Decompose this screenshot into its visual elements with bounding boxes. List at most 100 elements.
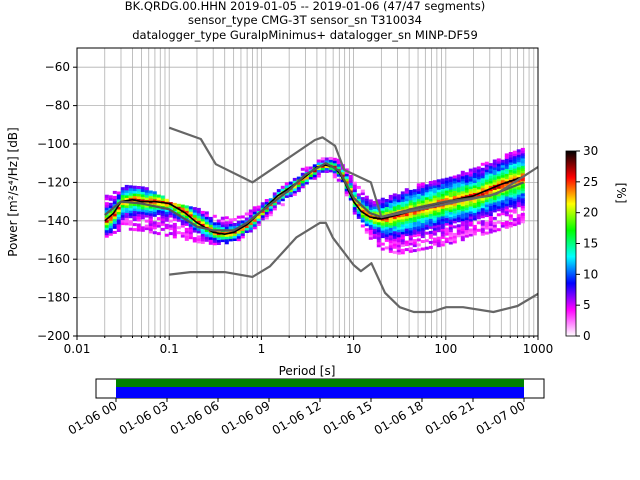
density-cell (460, 235, 465, 239)
density-cell (424, 246, 429, 250)
density-cell (192, 214, 197, 218)
density-cell (516, 151, 521, 155)
density-cell (480, 192, 485, 196)
density-cell (416, 190, 421, 194)
density-cell (424, 211, 429, 215)
density-cell (160, 220, 165, 224)
density-cell (488, 168, 493, 172)
density-cell (328, 166, 333, 170)
density-cell (200, 235, 205, 239)
density-cell (384, 209, 389, 212)
density-cell (376, 226, 381, 230)
density-cell (120, 217, 125, 221)
density-cell (356, 198, 361, 202)
density-cell (124, 209, 129, 213)
density-cell (152, 223, 157, 227)
density-cell (440, 198, 445, 202)
density-cell (408, 232, 413, 236)
density-cell (444, 205, 449, 209)
density-cell (364, 220, 369, 224)
density-cell (380, 210, 385, 214)
series-lines (104, 126, 538, 314)
density-cell (480, 205, 485, 209)
density-cell (460, 238, 465, 242)
density-cell (384, 201, 389, 205)
density-cell (476, 173, 481, 177)
density-cell (500, 222, 505, 226)
density-cell (300, 182, 305, 186)
colorbar-label: [%] (614, 183, 628, 204)
density-cell (376, 199, 381, 203)
density-cell (448, 219, 453, 223)
density-cell (432, 185, 437, 189)
density-cell (384, 228, 389, 232)
density-cell (472, 192, 477, 196)
density-cell (280, 185, 285, 189)
density-cell (496, 158, 501, 162)
density-cell (312, 174, 317, 178)
density-cell (480, 200, 485, 204)
density-cell (208, 216, 213, 220)
density-cell (504, 203, 509, 207)
density-cell (464, 234, 469, 238)
density-cell (104, 202, 109, 206)
density-cell (468, 186, 473, 190)
density-cell (400, 193, 405, 197)
density-cell (432, 190, 437, 194)
density-cell (476, 198, 481, 202)
y-tick-label: −80 (45, 99, 70, 113)
density-cell (480, 185, 485, 189)
density-cell (388, 229, 393, 233)
density-cell (420, 230, 425, 234)
density-cell (508, 197, 513, 200)
density-cell (480, 187, 485, 191)
density-cell (264, 216, 269, 220)
density-cell (516, 191, 521, 195)
density-cell (480, 220, 485, 224)
density-cell (436, 224, 441, 228)
density-cell (460, 190, 465, 194)
density-cell (512, 183, 517, 187)
density-cell (392, 195, 397, 199)
density-cell (336, 178, 341, 182)
density-cell (436, 216, 441, 220)
density-cell (484, 224, 489, 228)
density-cell (468, 233, 473, 237)
density-cell (192, 217, 197, 221)
density-cell (368, 204, 373, 208)
density-cell (184, 215, 189, 219)
density-cell (504, 193, 509, 197)
density-cell (348, 182, 353, 186)
density-cell (480, 197, 485, 201)
density-cell (324, 157, 329, 161)
density-cell (120, 197, 125, 201)
density-cell (408, 227, 413, 231)
density-cell (488, 165, 493, 169)
density-cell (428, 223, 433, 227)
density-cell (424, 184, 429, 188)
density-cell (292, 177, 297, 181)
density-cell (208, 236, 213, 240)
density-cell (448, 184, 453, 188)
density-cell (484, 184, 489, 188)
density-cell (408, 194, 413, 198)
density-cell (456, 211, 461, 215)
density-cell (440, 213, 445, 217)
density-cell (152, 226, 157, 230)
density-cell (140, 203, 145, 207)
density-cell (196, 220, 201, 224)
density-cell (388, 237, 393, 241)
density-cell (288, 184, 293, 188)
density-cell (272, 192, 277, 196)
timeline-tick-label: 01-06 12 (270, 398, 324, 437)
density-cell (376, 219, 381, 223)
density-cell (420, 222, 425, 226)
density-cell (212, 237, 217, 241)
density-cell (368, 216, 373, 220)
density-cell (484, 174, 489, 178)
density-cell (140, 216, 145, 220)
density-cell (380, 222, 385, 226)
density-cell (372, 233, 377, 237)
density-cell (252, 218, 257, 222)
density-cell (424, 201, 429, 205)
